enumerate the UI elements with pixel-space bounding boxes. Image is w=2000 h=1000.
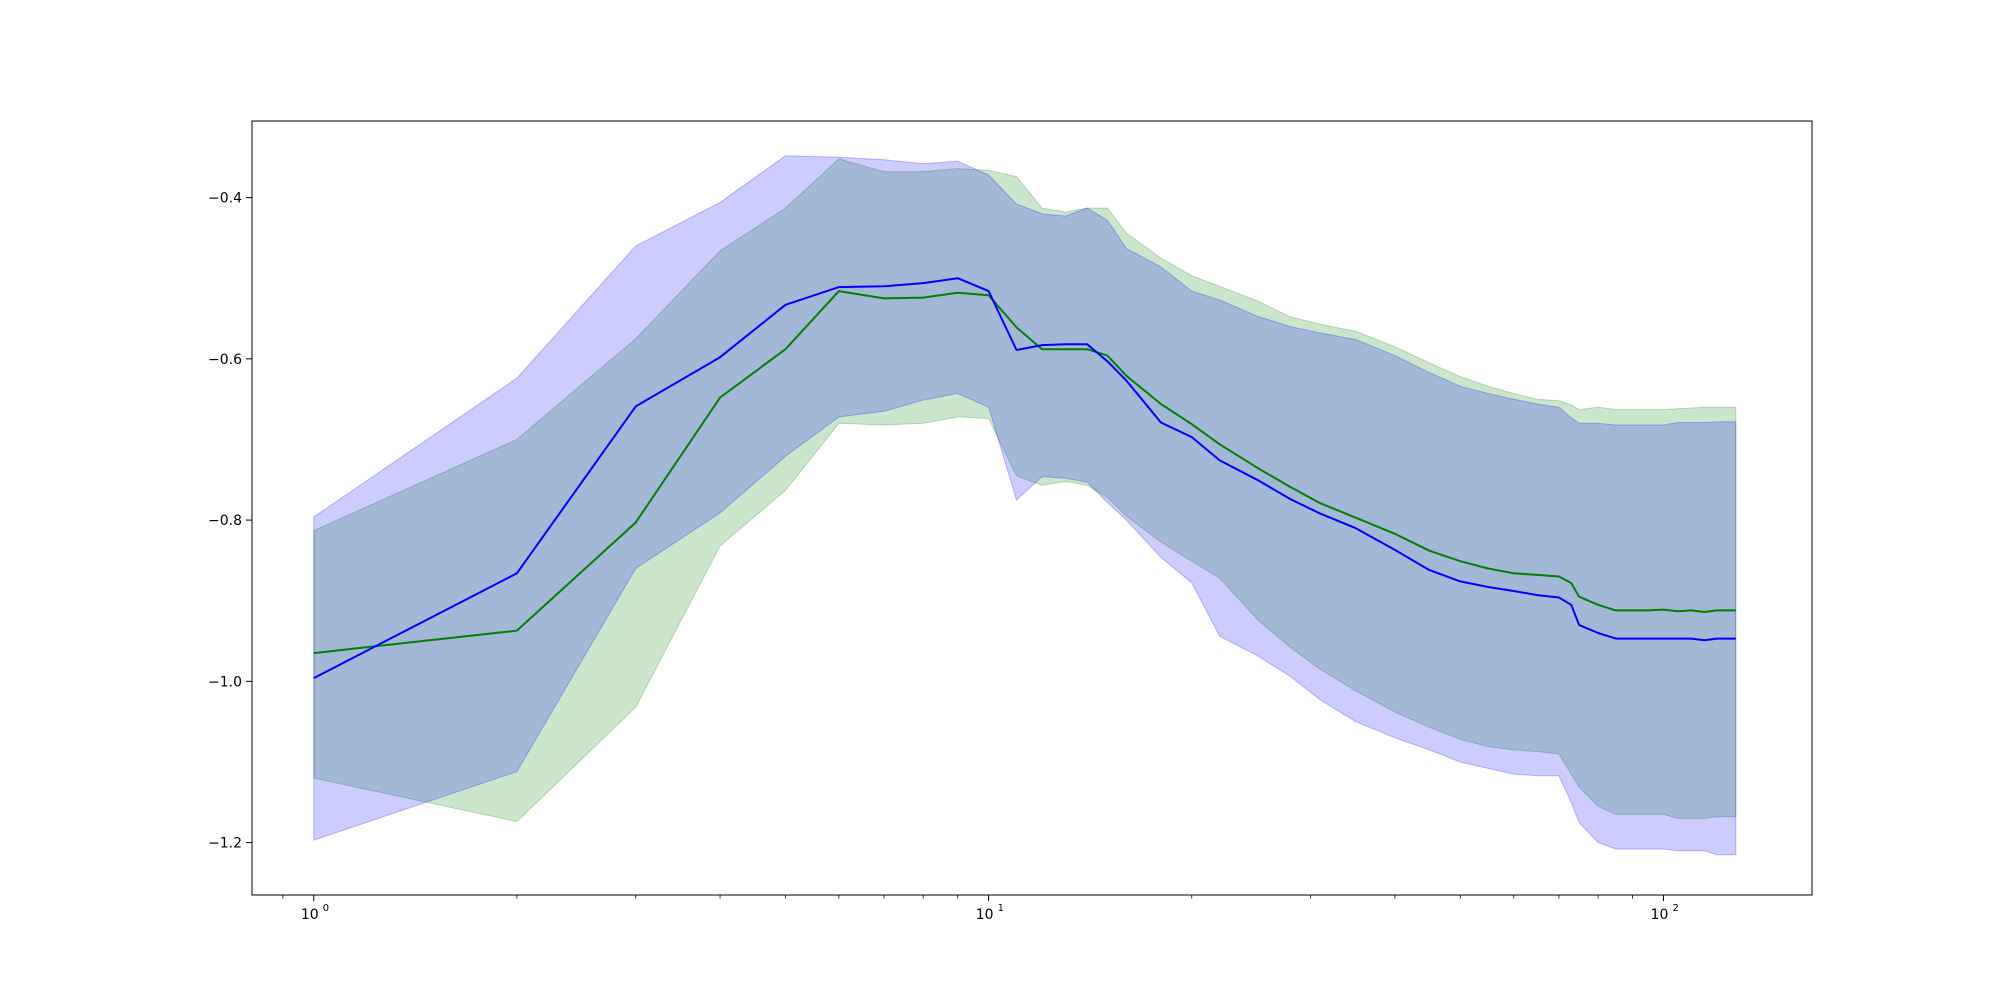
- y-tick-label: −1.2: [208, 836, 242, 852]
- y-tick-label: −0.6: [208, 352, 242, 368]
- y-axis: −0.4 −0.6 −0.8 −1.0 −1.2: [208, 191, 252, 852]
- series-line-blue: [313, 277, 1736, 679]
- series-lines: [313, 277, 1736, 679]
- x-tick-label: 10: [301, 907, 319, 923]
- x-tick-exponent: 2: [1672, 903, 1678, 914]
- x-axis: 10 0 10 1 10 2: [282, 895, 1679, 923]
- x-tick-exponent: 1: [998, 903, 1004, 914]
- x-tick-label: 10: [976, 907, 994, 923]
- plot-frame: [251, 120, 1813, 896]
- confidence-bands: [313, 155, 1737, 856]
- y-tick-label: −0.8: [208, 513, 242, 529]
- x-tick-label: 10: [1651, 907, 1669, 923]
- series-line-green: [313, 290, 1736, 655]
- x-tick-exponent: 0: [323, 903, 329, 914]
- y-tick-label: −0.4: [208, 191, 242, 207]
- band-blue: [313, 155, 1737, 856]
- y-tick-label: −1.0: [208, 674, 242, 690]
- band-green: [313, 158, 1737, 823]
